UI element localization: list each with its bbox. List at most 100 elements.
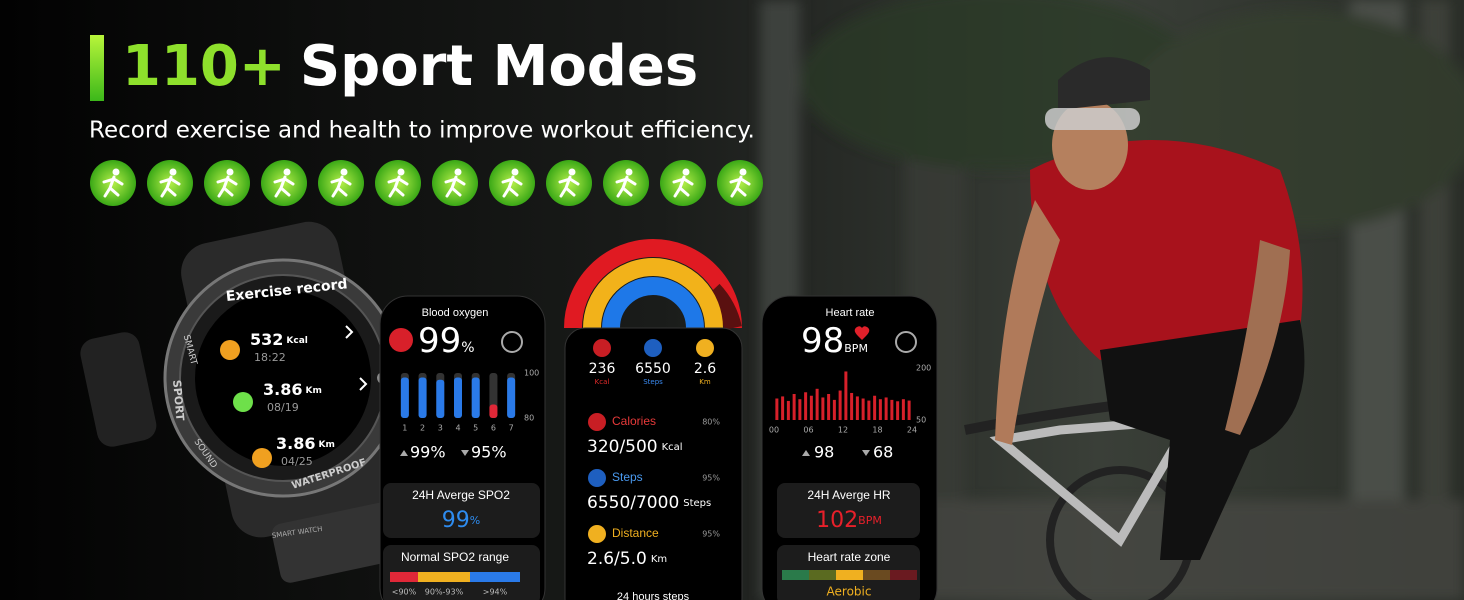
x-tick-label: 2	[420, 424, 425, 433]
row-value: 320/500 Kcal	[587, 437, 683, 457]
record-detail: 08/19	[267, 401, 299, 414]
icon-head	[397, 168, 405, 176]
unit: Steps	[683, 498, 711, 509]
title-highlight: 110+	[122, 34, 286, 99]
range-label: 90%-93%	[425, 588, 464, 597]
value: 320/500	[587, 437, 658, 457]
icon-figure	[672, 175, 694, 198]
title: 110+ Sport Modes	[122, 34, 698, 99]
sport-icons	[90, 160, 763, 206]
x-tick-label: 00	[769, 426, 779, 435]
icon-figure	[159, 175, 181, 198]
zone: Aerobic	[827, 585, 872, 599]
bar	[775, 398, 779, 420]
icon-figure	[729, 175, 751, 198]
icon-figure	[273, 175, 295, 198]
bar	[890, 399, 894, 420]
bar	[781, 396, 785, 420]
x-tick-label: 06	[803, 426, 813, 435]
x-tick-label: 24	[907, 426, 917, 435]
unit: %	[470, 514, 480, 527]
range-label: <90%	[392, 588, 417, 597]
x-tick-label: 6	[491, 424, 496, 433]
value: 99	[418, 321, 461, 361]
icon-figure	[102, 175, 124, 198]
summary-unit: Km	[699, 378, 711, 386]
bar	[798, 399, 802, 420]
record: 3.86 Km	[276, 434, 335, 453]
record-unit: Km	[318, 440, 334, 450]
record-value: 532	[250, 330, 283, 349]
row-label: Calories	[612, 414, 656, 428]
icon-head	[340, 168, 348, 176]
row-value: 6550/7000 Steps	[587, 493, 711, 513]
record-unit: Kcal	[286, 336, 307, 346]
y-tick-label: 100	[524, 369, 539, 378]
footer: 24 hours steps	[617, 591, 690, 600]
icon-head	[739, 168, 747, 176]
x-tick-label: 3	[438, 424, 443, 433]
bar	[901, 399, 905, 420]
row-label: Steps	[612, 470, 643, 484]
bar	[884, 397, 888, 420]
icon-head	[169, 168, 177, 176]
bar	[844, 371, 848, 420]
row-value: 2.6/5.0 Km	[587, 549, 667, 569]
value: 98	[801, 321, 844, 361]
bar	[873, 395, 877, 420]
unit: BPM	[858, 514, 882, 527]
hr-high: 98	[814, 443, 834, 462]
bar	[821, 397, 825, 420]
card-title: Normal SPO2 range	[401, 550, 509, 564]
spo2-value: 99%	[418, 321, 475, 361]
record-detail: 18:22	[254, 351, 286, 364]
bar	[809, 395, 813, 420]
record-value: 3.86	[263, 380, 302, 399]
y-tick-label: 80	[524, 414, 534, 423]
bar	[855, 396, 859, 420]
icon-figure	[501, 175, 523, 198]
unit: %	[461, 340, 474, 356]
card-title: 24H Averge HR	[807, 488, 890, 502]
record-value: 3.86	[276, 434, 315, 453]
bar	[418, 377, 427, 418]
accent-bar	[90, 35, 104, 101]
summary-value: 6550	[635, 361, 671, 377]
row-icon	[588, 525, 606, 543]
range-label: >94%	[483, 588, 508, 597]
bar	[878, 399, 882, 420]
watch: Exercise record 532 Kcal 18:22 3.86 Km 08/…	[80, 221, 403, 583]
x-tick-label: 18	[872, 426, 882, 435]
hr-value: 98BPM	[801, 321, 868, 361]
x-tick-label: 5	[473, 424, 478, 433]
icon-figure	[330, 175, 352, 198]
bar	[786, 400, 790, 420]
x-tick-label: 1	[402, 424, 407, 433]
bar	[896, 401, 900, 420]
unit: Km	[651, 554, 667, 565]
icon-head	[226, 168, 234, 176]
icon-head	[568, 168, 576, 176]
icon-head	[511, 168, 519, 176]
bar	[832, 399, 836, 420]
title-text: Sport Modes	[300, 34, 698, 99]
cyclist	[964, 57, 1305, 600]
bar	[827, 394, 831, 420]
panel-title: Blood oxygen	[422, 307, 489, 319]
icon-head	[682, 168, 690, 176]
panel-title: Heart rate	[826, 307, 875, 319]
bar	[850, 392, 854, 420]
record-detail: 04/25	[281, 455, 313, 468]
row-percent: 95%	[702, 530, 720, 539]
unit: Kcal	[662, 442, 683, 453]
icon-head	[112, 168, 120, 176]
y-tick-label: 50	[916, 416, 926, 425]
bar	[436, 379, 445, 418]
hr-low: 68	[873, 443, 893, 462]
bar	[867, 400, 871, 420]
average: 99%	[442, 508, 480, 533]
row-percent: 95%	[702, 474, 720, 483]
icon-figure	[387, 175, 409, 198]
